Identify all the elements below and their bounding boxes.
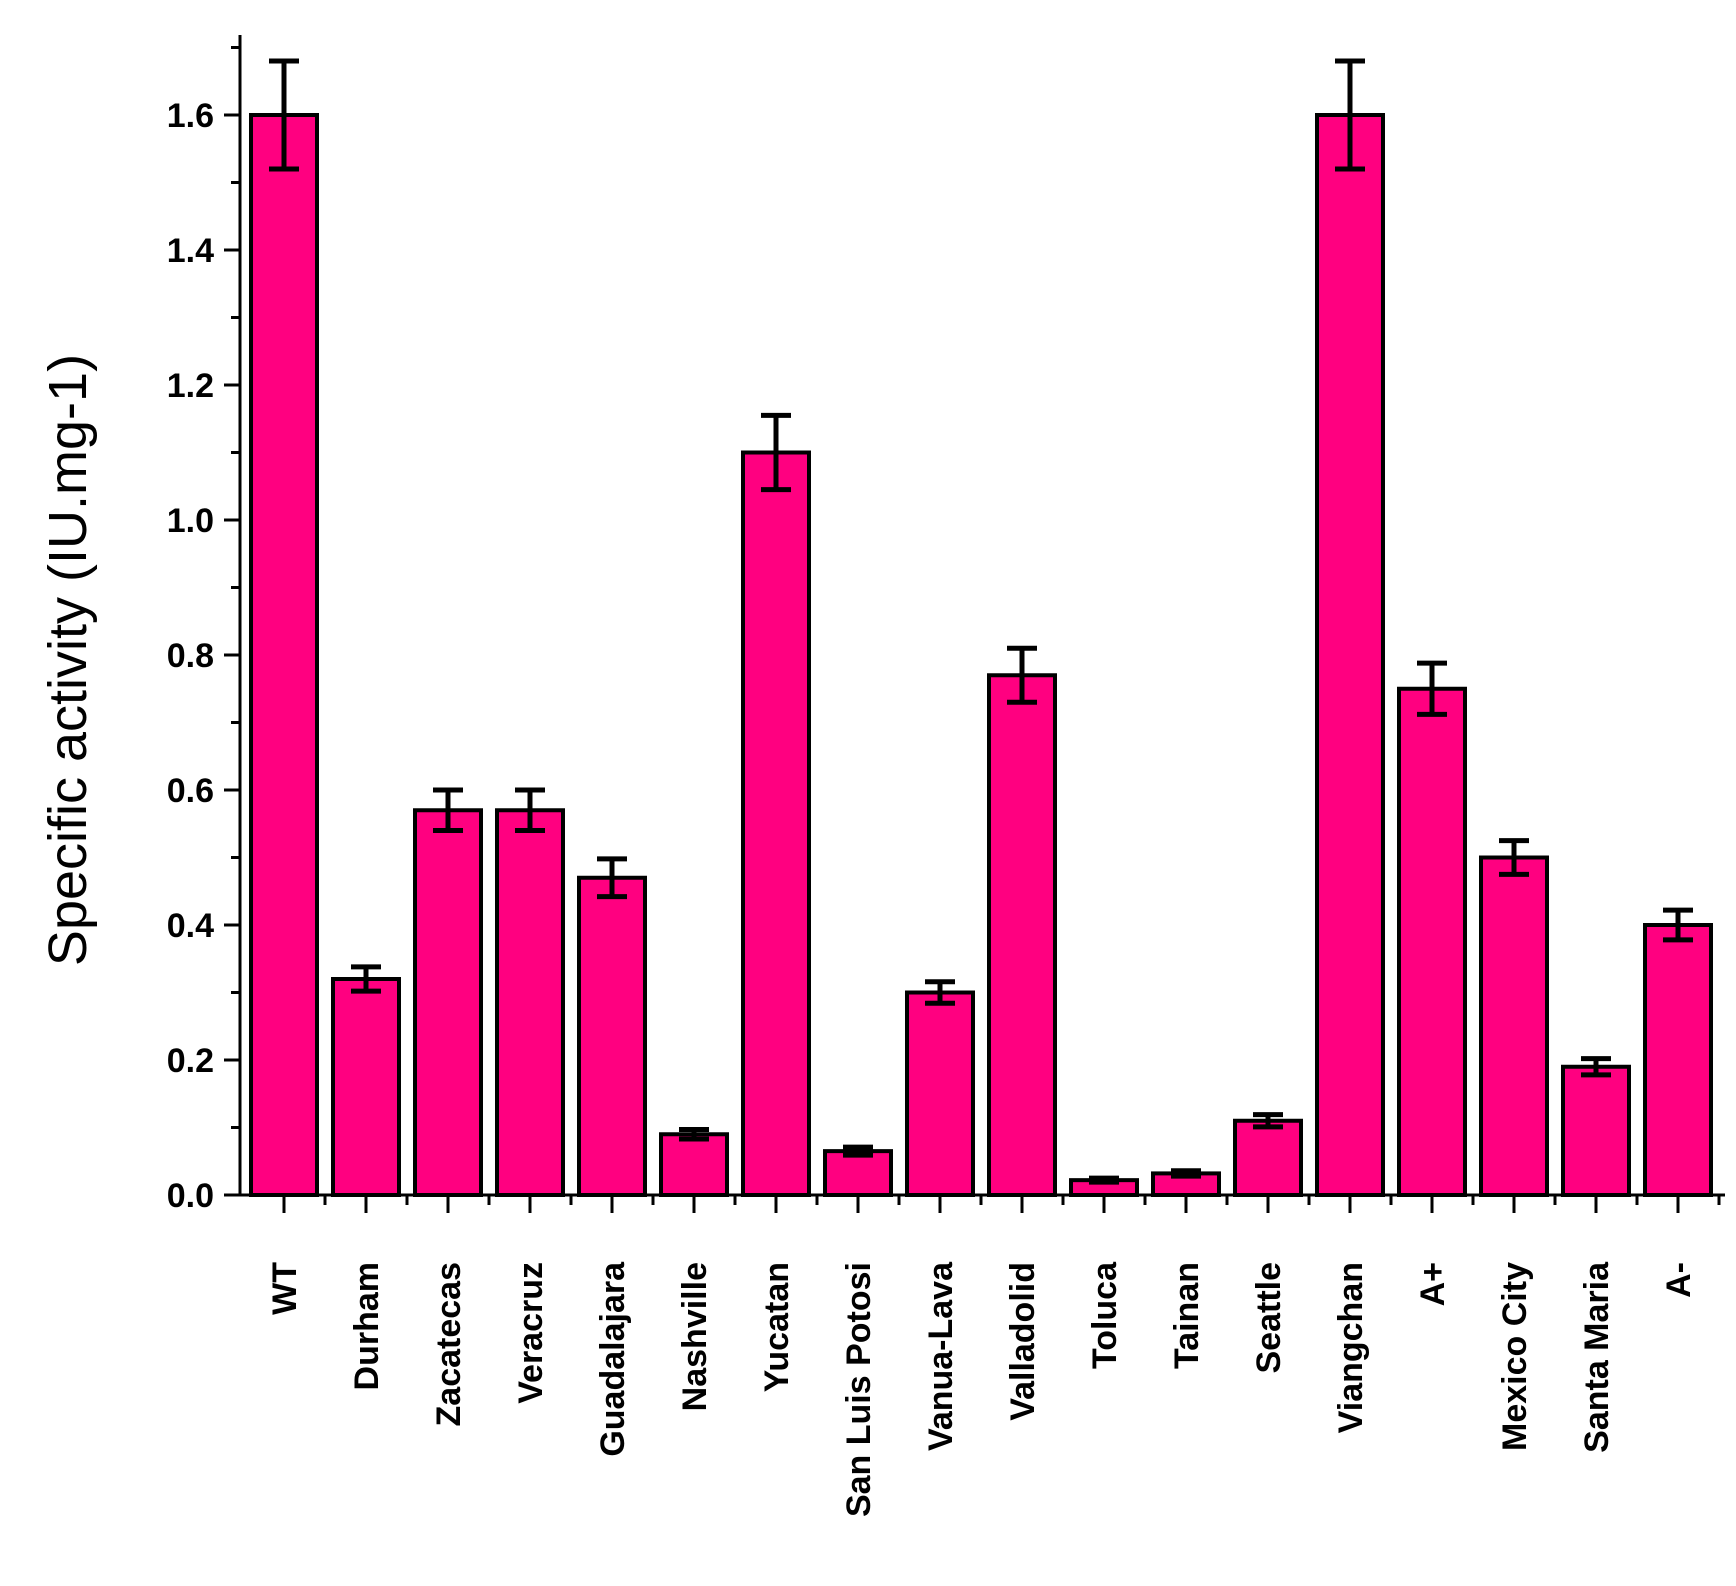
x-tick-label: Viangchan: [1332, 1262, 1370, 1433]
y-tick-label: 0.0: [167, 1177, 214, 1215]
x-tick-label: WT: [266, 1262, 304, 1315]
bar-mexico-city: [1479, 855, 1549, 1197]
bar-nashville: [659, 1132, 729, 1197]
bar-santa-maria: [1561, 1064, 1631, 1197]
bar-vanua-lava: [905, 990, 975, 1197]
error-bar: [761, 412, 791, 493]
y-tick-label: 1.2: [167, 367, 214, 405]
x-tick-label: San Luis Potosi: [840, 1262, 878, 1517]
x-tick-label: Mexico City: [1496, 1262, 1534, 1451]
error-bar: [1089, 1175, 1119, 1185]
x-tick-label: A-: [1660, 1262, 1698, 1298]
bar-zacatecas: [413, 808, 483, 1197]
x-tick-label: Vanua-Lava: [922, 1261, 960, 1451]
y-tick-label: 0.4: [167, 907, 214, 945]
y-tick-label: 1.6: [167, 97, 214, 135]
bar-viangchan: [1315, 113, 1385, 1197]
bar-yucatan: [741, 450, 811, 1197]
bar-guadalajara: [577, 875, 647, 1197]
x-tick-label: Toluca: [1086, 1261, 1124, 1369]
error-bar: [679, 1127, 709, 1142]
y-tick-label: 1.4: [167, 232, 214, 270]
error-bar: [1417, 660, 1447, 717]
bar-wt: [249, 113, 319, 1197]
error-bar: [1007, 645, 1037, 705]
y-tick-label: 1.0: [167, 502, 214, 540]
error-bar: [433, 787, 463, 833]
bar-a-: [1643, 923, 1713, 1197]
x-tick-label: Seattle: [1250, 1262, 1288, 1374]
bar-seattle: [1233, 1118, 1303, 1197]
x-tick-label: Santa Maria: [1578, 1261, 1616, 1453]
error-bar: [515, 787, 545, 833]
x-tick-label: Tainan: [1168, 1262, 1206, 1369]
bar-veracruz: [495, 808, 565, 1197]
error-bar: [1663, 907, 1693, 943]
error-bar: [1171, 1168, 1201, 1179]
bar-san-luis-potosi: [823, 1149, 893, 1197]
x-tick-label: Yucatan: [758, 1262, 796, 1392]
x-tick-label: Nashville: [676, 1262, 714, 1411]
y-axis-title: Specific activity (IU.mg-1): [38, 354, 98, 966]
error-bar: [1253, 1112, 1283, 1130]
error-bar: [269, 58, 299, 172]
bar-durham: [331, 977, 401, 1197]
y-axis: 0.0 0.2 0.4 0.6 0.8 1.0 1.2 1.4 1.6: [167, 35, 242, 1215]
x-tick-label: Zacatecas: [430, 1262, 468, 1426]
error-bar: [843, 1144, 873, 1158]
error-bar: [597, 856, 627, 900]
error-bar: [1499, 838, 1529, 877]
error-bar: [1581, 1056, 1611, 1078]
y-tick-label: 0.8: [167, 637, 214, 675]
bar-valladolid: [987, 673, 1057, 1197]
y-tick-label: 0.6: [167, 772, 214, 810]
y-tick-label: 0.2: [167, 1042, 214, 1080]
error-bar: [925, 979, 955, 1006]
x-tick-label: A+: [1414, 1262, 1452, 1306]
bars: [249, 58, 1713, 1198]
x-tick-label: Guadalajara: [594, 1261, 632, 1457]
x-axis: WT Durham Zacatecas Veracruz Guadalajara Nash…: [240, 1193, 1725, 1517]
error-bar: [351, 964, 381, 994]
x-tick-label: Durham: [348, 1262, 386, 1390]
bar-a-: [1397, 686, 1467, 1197]
x-tick-label: Valladolid: [1004, 1262, 1042, 1421]
x-tick-label: Veracruz: [512, 1262, 550, 1404]
error-bar: [1335, 58, 1365, 172]
